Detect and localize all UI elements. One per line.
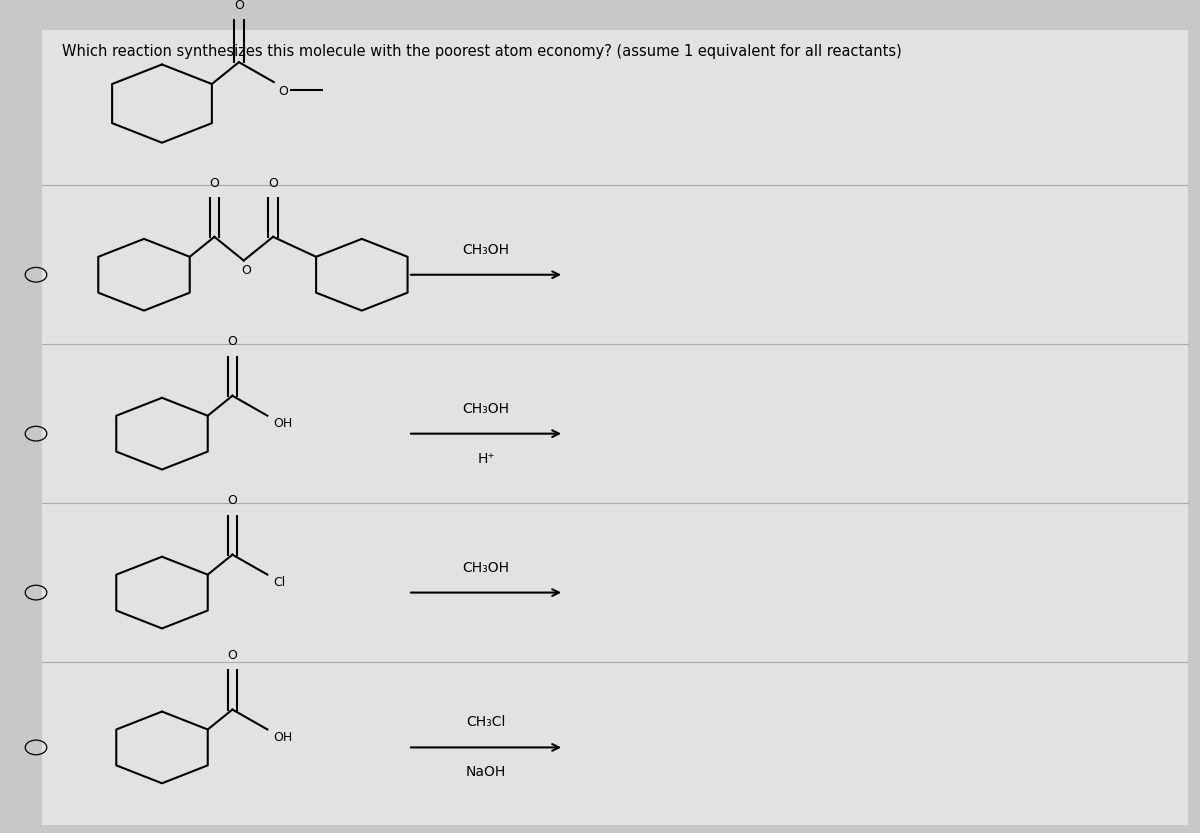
Text: O: O [228,495,238,507]
Text: OH: OH [274,731,293,744]
Text: Cl: Cl [274,576,286,589]
Text: CH₃OH: CH₃OH [462,242,510,257]
Text: O: O [228,649,238,662]
Text: O: O [241,264,251,277]
Text: O: O [228,336,238,348]
Text: CH₃Cl: CH₃Cl [467,716,505,730]
Text: CH₃OH: CH₃OH [462,561,510,575]
Text: H⁺: H⁺ [478,451,494,466]
Text: O: O [234,0,244,12]
Text: OH: OH [274,417,293,431]
Text: O: O [268,177,278,190]
Text: O: O [278,84,288,97]
Text: NaOH: NaOH [466,766,506,780]
Text: O: O [210,177,220,190]
Text: Which reaction synthesizes this molecule with the poorest atom economy? (assume : Which reaction synthesizes this molecule… [62,44,902,59]
Text: CH₃OH: CH₃OH [462,402,510,416]
